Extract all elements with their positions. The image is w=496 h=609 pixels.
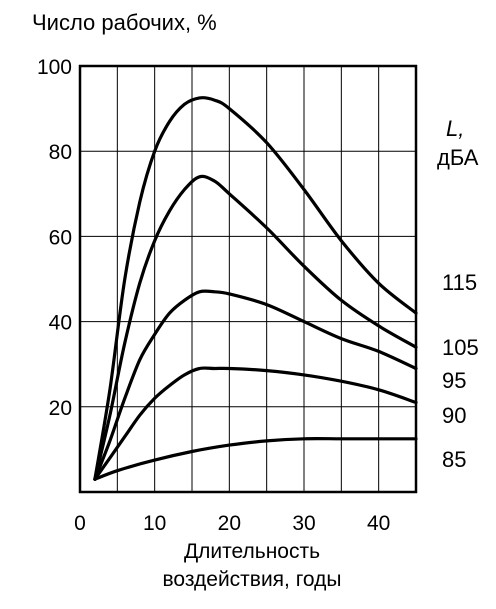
x-tick-label: 40 xyxy=(367,512,390,535)
x-axis-title-line2: воздействия, годы xyxy=(162,568,341,591)
y-tick-label: 60 xyxy=(49,226,72,249)
series-line-115 xyxy=(93,96,418,481)
series-lines xyxy=(93,96,418,481)
series-label-90: 90 xyxy=(442,403,466,428)
series-line-90 xyxy=(93,366,418,481)
series-line-105 xyxy=(93,174,418,481)
legend-title: L, xyxy=(446,116,464,141)
tick-labels: 0 10 20 30 40 20 40 60 80 100 xyxy=(37,56,390,535)
grid xyxy=(80,66,416,492)
series-label-105: 105 xyxy=(442,335,479,360)
plot-frame xyxy=(78,64,418,494)
y-tick-label: 80 xyxy=(49,141,72,164)
x-tick-label: 30 xyxy=(292,512,315,535)
y-tick-label: 20 xyxy=(49,397,72,420)
series-line-85 xyxy=(93,437,418,481)
y-axis-title: Число рабочих, % xyxy=(32,10,217,35)
x-tick-label: 10 xyxy=(143,512,166,535)
series-labels: 115 105 95 90 85 xyxy=(442,270,479,472)
series-label-85: 85 xyxy=(442,447,466,472)
y-tick-label: 40 xyxy=(49,312,72,335)
x-tick-label: 20 xyxy=(218,512,241,535)
x-axis-title-line1: Длительность xyxy=(184,540,320,563)
series-label-95: 95 xyxy=(442,368,466,393)
series-line-95 xyxy=(93,289,418,481)
series-label-115: 115 xyxy=(442,270,477,295)
legend-unit: дБА xyxy=(437,145,479,170)
x-tick-label: 0 xyxy=(74,512,86,535)
y-tick-label: 100 xyxy=(37,56,72,79)
